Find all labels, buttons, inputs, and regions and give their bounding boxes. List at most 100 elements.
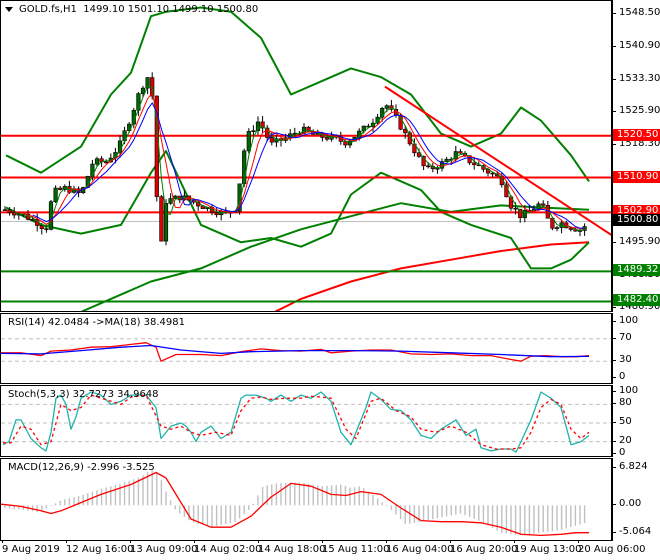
price-tick: 1540.90: [613, 40, 660, 52]
time-label: 13 Aug 09:00: [130, 540, 198, 555]
bull-candle: [173, 195, 178, 199]
-d-3--line: [3, 394, 590, 450]
rsi-plot: [1, 338, 611, 362]
bull-candle: [380, 107, 385, 118]
bear-candle: [58, 187, 63, 190]
bollinger-lower-line: [5, 150, 590, 270]
level-price-label: 1489.32: [613, 264, 660, 277]
bear-candle: [568, 227, 573, 230]
time-label: 20 Aug 06:00: [578, 540, 646, 555]
time-label: 9 Aug 2019: [2, 540, 60, 555]
macd-tick: 6.824: [613, 461, 660, 473]
bear-candle: [44, 228, 49, 230]
bull-candle: [94, 158, 100, 165]
bear-candle: [30, 219, 35, 221]
bull-candle: [145, 77, 150, 89]
rsi-14--line: [1, 342, 590, 362]
bear-candle: [458, 151, 463, 154]
bollinger-upper-line: [5, 6, 590, 182]
time-label: 15 Aug 11:00: [322, 540, 390, 555]
bull-candle: [444, 158, 449, 162]
bull-candle: [347, 140, 353, 146]
time-label: 19 Aug 13:00: [514, 540, 582, 555]
bear-candle: [426, 165, 431, 168]
bull-candle: [522, 210, 527, 218]
symbol-label: GOLD.fs,H1: [19, 4, 77, 15]
stoch-plot: [1, 391, 611, 453]
bear-candle: [269, 137, 274, 143]
indicator-tick: 0: [613, 447, 660, 459]
chart-title: GOLD.fs,H1 1499.10 1501.10 1499.10 1500.…: [5, 4, 258, 15]
indicator-tick: 30: [613, 354, 660, 366]
ma-18--line: [1, 344, 590, 358]
time-label: 14 Aug 02:00: [194, 540, 262, 555]
bear-candle: [324, 137, 330, 140]
macd-plot: [1, 470, 589, 537]
price-tick: 1548.50: [613, 7, 660, 19]
level-price-label: 1482.40: [613, 294, 660, 307]
indicator-tick: 100: [613, 315, 660, 327]
bear-candle: [421, 156, 426, 167]
ma-fast-line: [14, 85, 585, 231]
bull-candle: [53, 187, 58, 202]
bull-candle: [168, 198, 173, 204]
level-price-label: 1510.90: [613, 170, 660, 183]
rsi-pane[interactable]: RSI(14) 42.0484 ->MA(18) 38.4981: [0, 313, 612, 384]
price-tick: 1518.30: [613, 138, 660, 150]
bull-candle: [274, 138, 279, 143]
bear-candle: [518, 208, 523, 218]
stoch-pane[interactable]: Stoch(5,3,3) 32.7273 34.9648: [0, 385, 612, 457]
stoch-title: Stoch(5,3,3) 32.7273 34.9648: [8, 389, 159, 400]
bear-candle: [214, 212, 219, 216]
price-tick: 1495.90: [613, 236, 660, 248]
bear-candle: [260, 121, 265, 129]
bull-candle: [536, 203, 541, 210]
time-label: 16 Aug 04:00: [386, 540, 454, 555]
indicator-tick: 100: [613, 385, 660, 397]
bull-candle: [292, 132, 297, 135]
downtrend-line[interactable]: [384, 85, 612, 236]
bear-candle: [39, 225, 44, 229]
main-chart-pane[interactable]: GOLD.fs,H1 1499.10 1501.10 1499.10 1500.…: [0, 0, 612, 312]
indicator-tick: 50: [613, 416, 660, 428]
price-tick: 1533.30: [613, 73, 660, 85]
bull-candle: [435, 167, 440, 170]
price-plot: [1, 6, 612, 311]
indicator-tick: 80: [613, 397, 660, 409]
price-tick: 1480.90: [613, 301, 660, 313]
ohlc-values: 1499.10 1501.10 1499.10 1500.80: [83, 4, 259, 15]
bear-candle: [104, 161, 109, 164]
bull-candle: [384, 105, 389, 109]
long-ma-red-line: [274, 241, 590, 311]
macd-title: MACD(12,26,9) -2.996 -3.525: [8, 462, 155, 473]
collapse-triangle-icon[interactable]: [5, 6, 13, 12]
macd-tick: 0.00: [613, 498, 660, 510]
bear-candle: [490, 172, 495, 175]
bull-candle: [237, 183, 242, 212]
stoch-axis: 100 80 50 20 0: [612, 385, 660, 459]
macd-tick: -5.064: [613, 526, 660, 538]
level-price-label: 1520.50: [613, 128, 660, 141]
bull-candle: [140, 87, 146, 94]
price-tick: 1525.90: [613, 105, 660, 117]
bear-candle: [513, 207, 518, 210]
-k-5--line: [2, 391, 590, 453]
bear-candle: [7, 209, 12, 213]
bull-candle: [136, 93, 141, 111]
time-label: 16 Aug 20:00: [450, 540, 518, 555]
bull-candle: [255, 121, 261, 131]
bull-candle: [242, 150, 247, 185]
bull-candle: [251, 130, 256, 132]
indicator-tick: 0: [613, 371, 660, 383]
macd-pane[interactable]: MACD(12,26,9) -2.996 -3.525: [0, 458, 612, 541]
time-axis[interactable]: 9 Aug 2019 12 Aug 16:00 13 Aug 09:00 14 Aug…: [0, 540, 645, 560]
current-price-label: 1500.80: [613, 214, 660, 227]
price-axis[interactable]: 1548.50 1540.90 1533.30 1525.90 1518.30 1510.…: [612, 0, 660, 312]
time-label: 14 Aug 18:00: [258, 540, 326, 555]
bear-candle: [159, 196, 164, 242]
time-label: 12 Aug 16:00: [66, 540, 134, 555]
macd-axis: 6.824 0.00 -5.064: [612, 458, 660, 541]
level-price-label: 1502.90: [613, 205, 660, 218]
bear-candle: [403, 128, 408, 134]
bear-candle: [541, 203, 546, 206]
